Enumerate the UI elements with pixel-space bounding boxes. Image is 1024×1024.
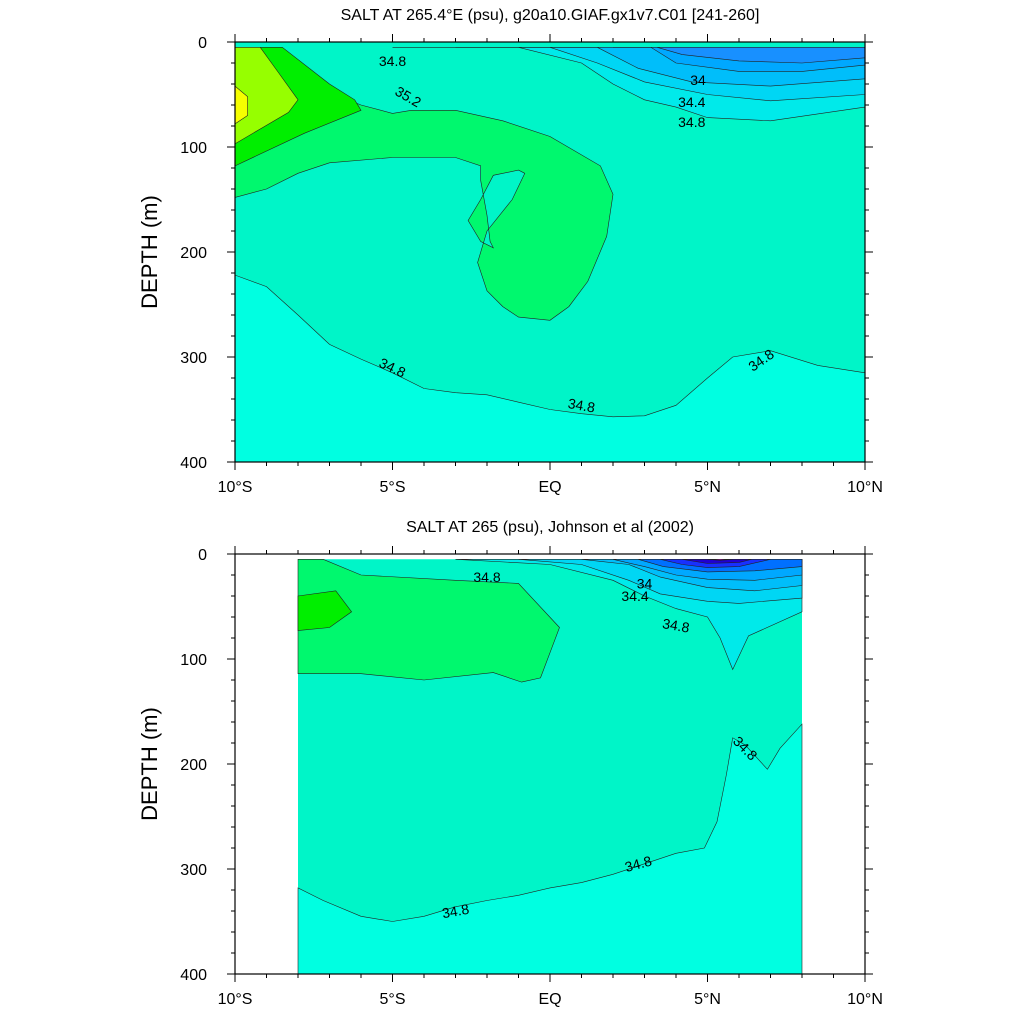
y-tick-label: 400 bbox=[180, 455, 207, 472]
contour-label: 34.8 bbox=[623, 852, 654, 875]
contour-label: 34 bbox=[637, 575, 653, 591]
x-tick-label: EQ bbox=[538, 991, 561, 1008]
contour-label: 34.8 bbox=[567, 395, 597, 416]
salinity-region-33.2 bbox=[707, 558, 733, 561]
salinity-region-35.5 bbox=[235, 85, 248, 125]
x-tick-label: 10°S bbox=[218, 991, 253, 1008]
y-axis-title: DEPTH (m) bbox=[137, 195, 162, 309]
x-tick-label: 5°S bbox=[380, 479, 406, 496]
x-tick-label: 5°S bbox=[380, 991, 406, 1008]
y-tick-label: 300 bbox=[180, 862, 207, 879]
contour-label: 34.8 bbox=[661, 615, 691, 636]
axis-ticks: 10°S 5°S EQ 5°N 10°N 0 100 200 300 400 bbox=[180, 546, 883, 1008]
x-tick-label: 10°N bbox=[847, 479, 883, 496]
salinity-region-33.8 bbox=[657, 46, 865, 64]
contour-label: 34.4 bbox=[621, 588, 648, 604]
panel-title: SALT AT 265.4°E (psu), g20a10.GIAF.gx1v7… bbox=[341, 7, 760, 24]
panel-observations: SALT AT 265 (psu), Johnson et al (2002) … bbox=[137, 519, 883, 1008]
contour-label: 34 bbox=[690, 72, 706, 88]
x-tick-label: 10°S bbox=[218, 479, 253, 496]
x-tick-label: EQ bbox=[538, 479, 561, 496]
salinity-region-34.6 bbox=[235, 274, 865, 462]
axis-ticks: 10°S 5°S EQ 5°N 10°N 0 100 200 300 400 bbox=[180, 34, 883, 496]
x-tick-label: 5°N bbox=[694, 991, 721, 1008]
y-tick-label: 400 bbox=[180, 967, 207, 984]
contour-label: 34.8 bbox=[379, 53, 406, 69]
contour-label: 34.4 bbox=[678, 94, 705, 110]
y-tick-label: 0 bbox=[198, 547, 207, 564]
salinity-region-34.9 bbox=[297, 558, 560, 683]
x-tick-label: 10°N bbox=[847, 991, 883, 1008]
x-tick-label: 5°N bbox=[694, 479, 721, 496]
contour-plot-area bbox=[297, 558, 803, 974]
salinity-region-35.2 bbox=[297, 590, 353, 631]
contour-label: 34.8 bbox=[678, 114, 705, 130]
panel-title: SALT AT 265 (psu), Johnson et al (2002) bbox=[406, 519, 694, 536]
y-tick-label: 200 bbox=[180, 245, 207, 262]
panel-model: SALT AT 265.4°E (psu), g20a10.GIAF.gx1v7… bbox=[137, 7, 883, 496]
contour-label: 34.8 bbox=[473, 569, 500, 585]
y-tick-label: 0 bbox=[198, 35, 207, 52]
contour-plot-area bbox=[235, 42, 865, 462]
contour-label: 34.8 bbox=[441, 901, 471, 922]
y-tick-label: 300 bbox=[180, 350, 207, 367]
y-tick-label: 200 bbox=[180, 757, 207, 774]
y-axis-title: DEPTH (m) bbox=[137, 707, 162, 821]
y-tick-label: 100 bbox=[180, 652, 207, 669]
salinity-region-34.6 bbox=[297, 723, 803, 974]
salinity-region-35.4 bbox=[235, 46, 299, 145]
y-tick-label: 100 bbox=[180, 140, 207, 157]
